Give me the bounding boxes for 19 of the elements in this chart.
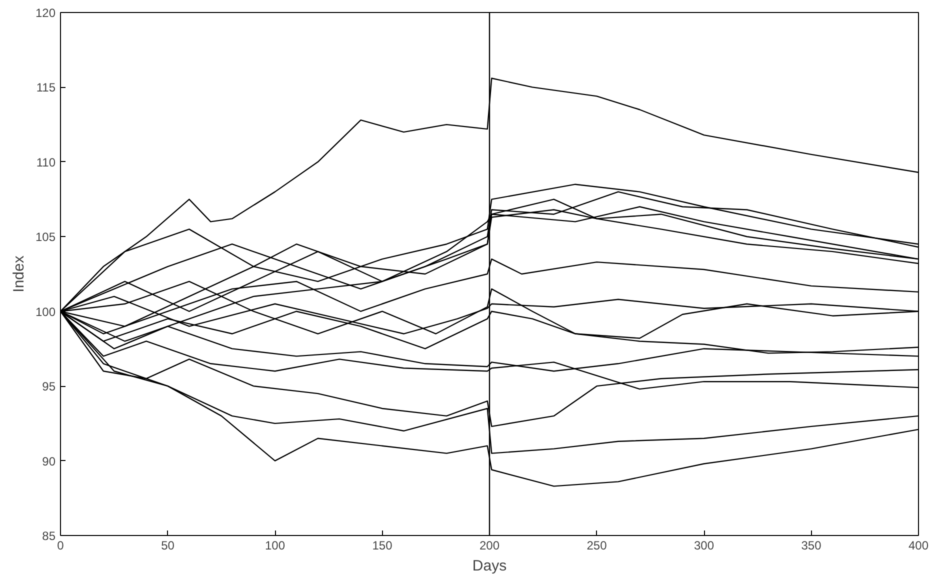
y-axis-title: Index — [10, 255, 28, 292]
x-tick-label: 350 — [801, 538, 822, 552]
x-tick-label: 300 — [694, 538, 714, 552]
x-tick-label: 150 — [372, 538, 393, 552]
y-tick-label: 100 — [35, 304, 56, 319]
y-tick-label: 85 — [42, 529, 56, 543]
x-tick-label: 0 — [57, 538, 64, 552]
y-tick-label: 115 — [36, 80, 56, 95]
x-axis-title: Days — [472, 558, 507, 574]
y-tick-label: 95 — [42, 380, 56, 394]
x-tick-label: 100 — [264, 538, 286, 552]
y-tick-label: 90 — [42, 454, 56, 468]
x-tick-label: 400 — [908, 538, 929, 552]
y-tick-label: 120 — [35, 6, 56, 20]
y-tick-label: 110 — [36, 155, 56, 170]
x-tick-label: 200 — [479, 538, 500, 552]
x-tick-label: 50 — [161, 538, 175, 552]
y-tick-label: 105 — [35, 230, 56, 244]
x-tick-label: 250 — [586, 538, 608, 552]
